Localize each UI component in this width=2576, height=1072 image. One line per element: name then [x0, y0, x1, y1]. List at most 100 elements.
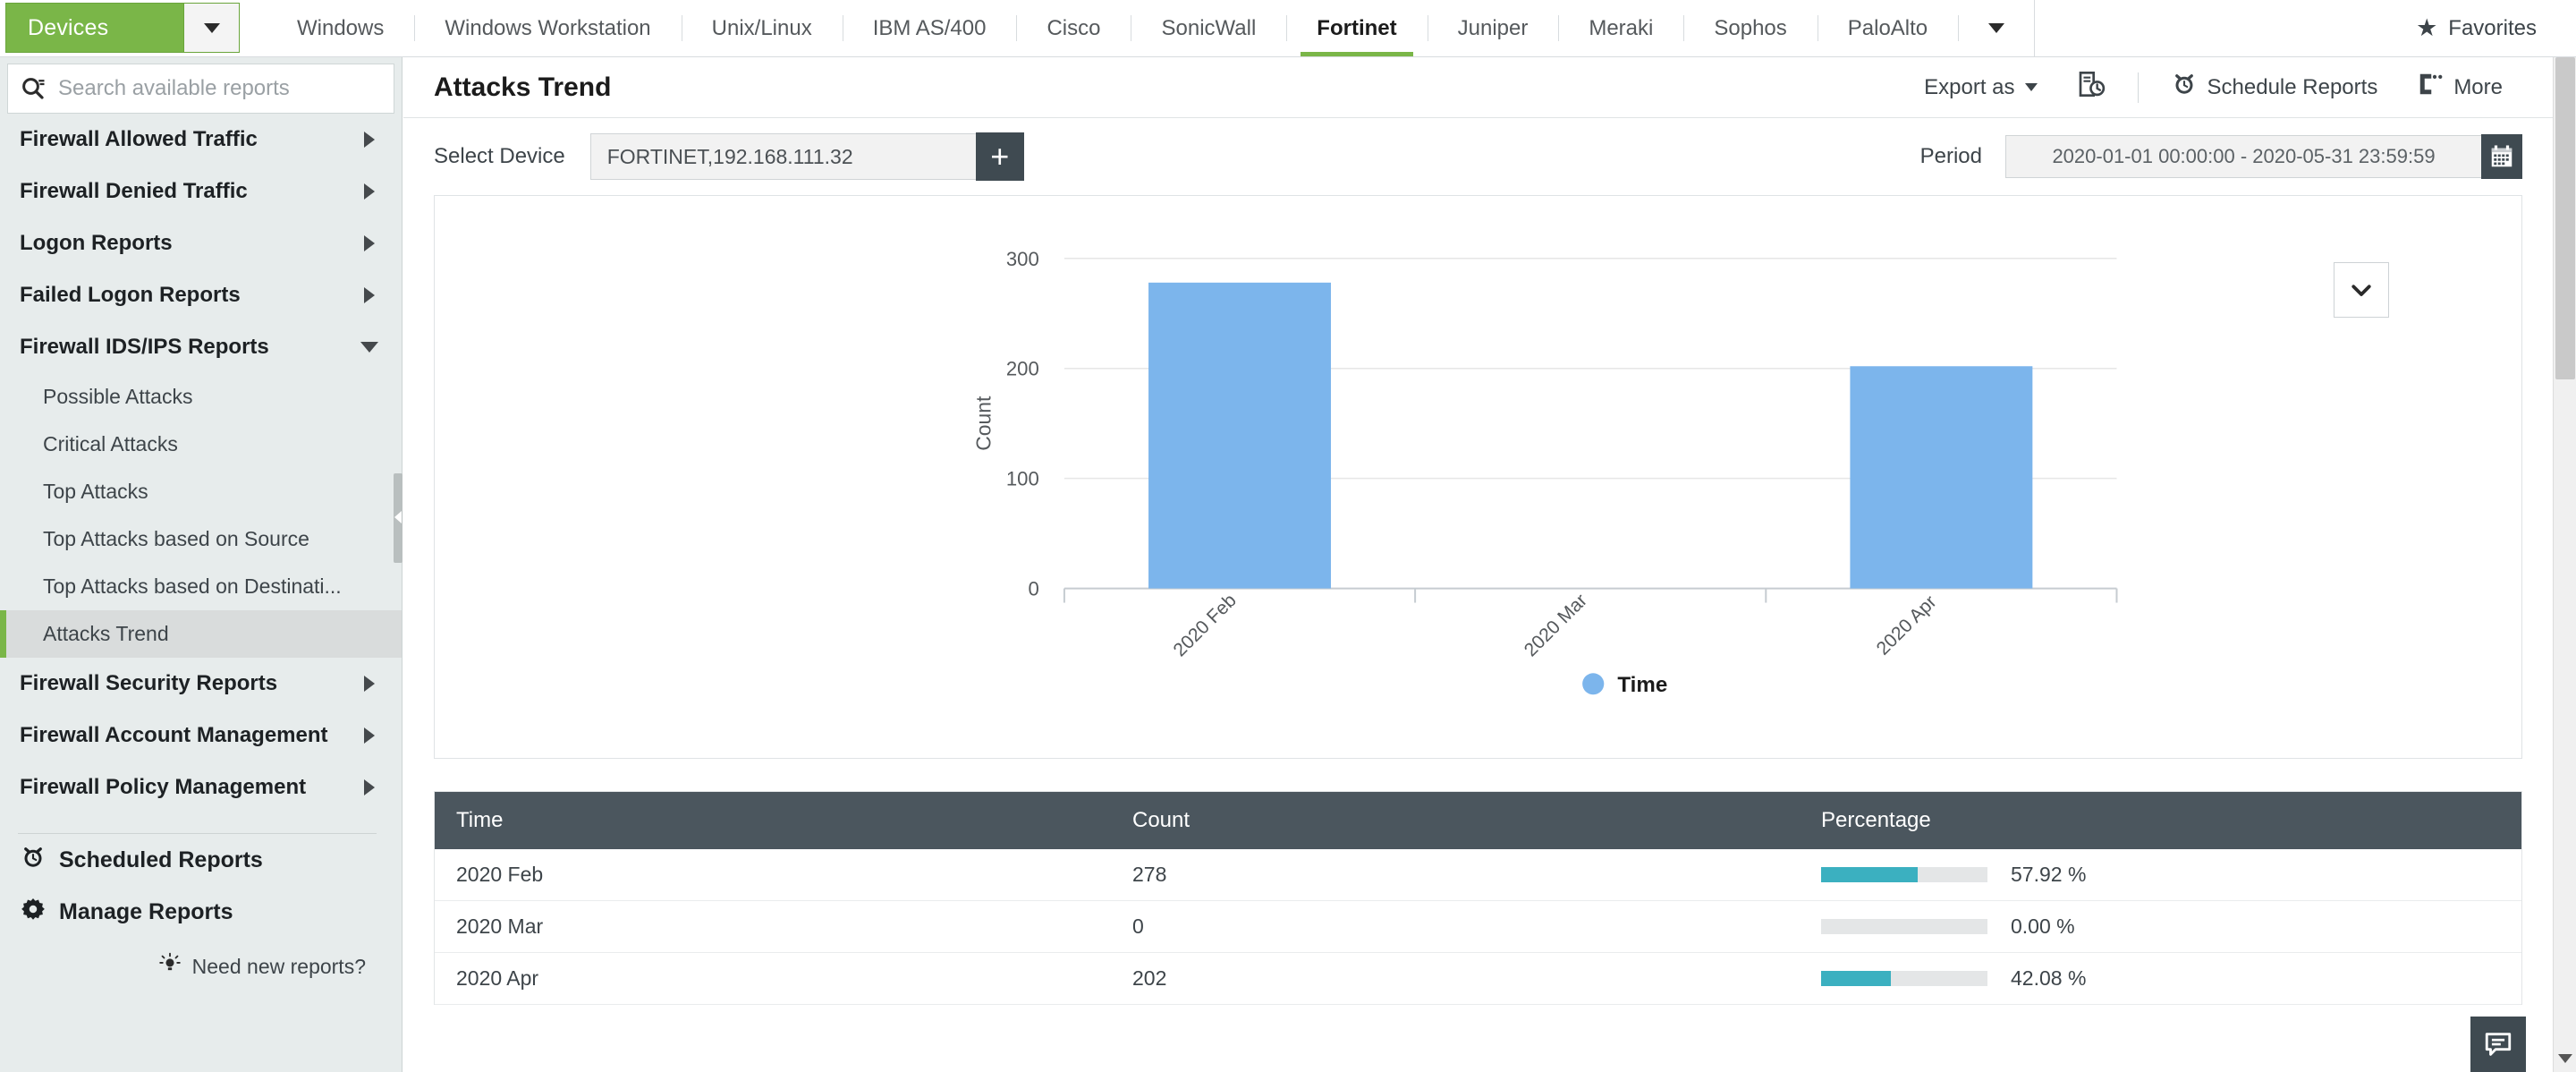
- sidebar-link-manage-reports[interactable]: Manage Reports: [0, 886, 402, 938]
- x-axis-tick: 2020 Feb: [1170, 591, 1241, 661]
- tab-cisco[interactable]: Cisco: [1016, 0, 1131, 56]
- chart-card: 0 100 200 300 Count 2020 Feb 2020 Mar 2020 Apr T…: [434, 195, 2522, 759]
- chart-bar[interactable]: [1148, 282, 1331, 589]
- tab-unix-linux[interactable]: Unix/Linux: [681, 0, 843, 56]
- cell-percentage: 57.92 %: [1821, 863, 2521, 887]
- sidebar-link-scheduled-reports[interactable]: Scheduled Reports: [0, 834, 402, 886]
- column-header-time[interactable]: Time: [456, 808, 504, 832]
- cell-percentage: 0.00 %: [1821, 915, 2521, 939]
- alarm-clock-icon: [2171, 71, 2198, 104]
- chart-menu-button[interactable]: [2334, 262, 2389, 318]
- period-value-field[interactable]: 2020-01-01 00:00:00 - 2020-05-31 23:59:5…: [2005, 135, 2482, 178]
- caret-down-icon[interactable]: [2554, 1045, 2576, 1072]
- tab-juniper[interactable]: Juniper: [1427, 0, 1559, 56]
- percentage-bar-fill: [1821, 867, 1918, 882]
- sidebar-item-top-attacks[interactable]: Top Attacks: [0, 468, 402, 515]
- tab-windows-workstation[interactable]: Windows Workstation: [414, 0, 681, 56]
- attacks-trend-table: Time Count Percentage 2020 Feb 278 57.92 %…: [434, 791, 2522, 1005]
- sidebar-item-label: Top Attacks based on Source: [43, 527, 309, 550]
- tab-fortinet[interactable]: Fortinet: [1286, 0, 1427, 56]
- nav-group-firewall-ids-ips-reports[interactable]: Firewall IDS/IPS Reports: [0, 321, 402, 373]
- nav-group-firewall-security-reports[interactable]: Firewall Security Reports: [0, 658, 402, 710]
- cell-count: 0: [1132, 915, 1144, 938]
- percentage-value: 0.00 %: [2011, 915, 2075, 938]
- x-axis-tick: 2020 Mar: [1521, 591, 1591, 661]
- tab-sophos[interactable]: Sophos: [1683, 0, 1817, 56]
- devices-dropdown-button[interactable]: Devices: [5, 3, 240, 53]
- percentage-value: 42.08 %: [2011, 966, 2087, 990]
- table-row[interactable]: 2020 Feb 278 57.92 %: [435, 849, 2521, 901]
- sidebar-item-top-attacks-based-on-source[interactable]: Top Attacks based on Source: [0, 515, 402, 563]
- plus-icon[interactable]: +: [975, 132, 1024, 181]
- more-label: More: [2453, 74, 2503, 99]
- tab-ibm-as-400[interactable]: IBM AS/400: [842, 0, 1017, 56]
- legend-marker: [1582, 673, 1605, 695]
- search-input[interactable]: [58, 76, 394, 101]
- sidebar-item-top-attacks-based-on-destinati-[interactable]: Top Attacks based on Destinati...: [0, 563, 402, 610]
- y-axis-tick: 300: [1006, 248, 1039, 270]
- schedule-reports-label: Schedule Reports: [2207, 74, 2378, 99]
- schedule-reports-button[interactable]: Schedule Reports: [2151, 71, 2398, 104]
- top-bar: Devices Windows Windows Workstation Unix/L…: [0, 0, 2576, 57]
- table-row[interactable]: 2020 Mar 0 0.00 %: [435, 901, 2521, 953]
- column-header-count[interactable]: Count: [1132, 808, 1191, 832]
- tab-sonicwall[interactable]: SonicWall: [1131, 0, 1286, 56]
- more-button[interactable]: More: [2397, 71, 2522, 104]
- tabs-overflow-button[interactable]: [1958, 0, 2036, 56]
- chevron-right-icon: [364, 183, 375, 200]
- chevron-down-icon: [1988, 23, 2005, 33]
- y-axis-title: Count: [971, 396, 995, 451]
- nav-group-logon-reports[interactable]: Logon Reports: [0, 217, 402, 269]
- tab-paloalto[interactable]: PaloAlto: [1817, 0, 1958, 56]
- page-header: Attacks Trend Export as: [403, 57, 2553, 118]
- attacks-trend-chart: 0 100 200 300 Count 2020 Feb 2020 Mar 2020 Apr T…: [971, 248, 2118, 697]
- page-scrollbar[interactable]: [2553, 57, 2576, 1072]
- sidebar-collapse-handle[interactable]: [394, 473, 402, 563]
- sidebar-item-attacks-trend[interactable]: Attacks Trend: [0, 610, 402, 658]
- nav-group-firewall-account-management[interactable]: Firewall Account Management: [0, 710, 402, 761]
- page-header-actions: Export as: [1904, 70, 2544, 105]
- more-panel-icon: [2417, 71, 2444, 104]
- tab-meraki[interactable]: Meraki: [1558, 0, 1683, 56]
- column-header-percentage[interactable]: Percentage: [1821, 808, 1931, 832]
- select-device-label: Select Device: [434, 144, 565, 168]
- search-box[interactable]: [7, 64, 394, 114]
- chevron-right-icon: [364, 287, 375, 303]
- percentage-bar: [1821, 867, 1987, 882]
- alarm-clock-icon: [20, 844, 47, 877]
- cell-percentage: 42.08 %: [1821, 966, 2521, 991]
- nav-group-label: Firewall IDS/IPS Reports: [20, 335, 269, 359]
- export-as-label: Export as: [1924, 74, 2015, 99]
- cell-time: 2020 Apr: [456, 966, 539, 990]
- scrollbar-thumb[interactable]: [2555, 57, 2575, 379]
- nav-group-failed-logon-reports[interactable]: Failed Logon Reports: [0, 269, 402, 321]
- table-row[interactable]: 2020 Apr 202 42.08 %: [435, 953, 2521, 1005]
- percentage-bar-fill: [1821, 971, 1892, 986]
- tab-windows[interactable]: Windows: [297, 15, 385, 40]
- devices-label: Devices: [28, 14, 109, 40]
- chat-bubble-icon[interactable]: [2470, 1017, 2526, 1072]
- export-as-button[interactable]: Export as: [1904, 75, 2056, 100]
- legend-label[interactable]: Time: [1617, 673, 1667, 697]
- sidebar-item-label: Top Attacks: [43, 480, 148, 503]
- chevron-down-icon[interactable]: [183, 4, 239, 52]
- cell-time: 2020 Feb: [456, 863, 544, 886]
- favorites-button[interactable]: ★ Favorites: [2416, 0, 2576, 56]
- export-schedule-button[interactable]: [2057, 70, 2125, 105]
- lightbulb-icon: [158, 952, 182, 981]
- nav-group-firewall-allowed-traffic[interactable]: Firewall Allowed Traffic: [0, 114, 402, 166]
- cell-count: 202: [1132, 966, 1167, 990]
- chart-bar[interactable]: [1850, 366, 2033, 589]
- nav-group-firewall-denied-traffic[interactable]: Firewall Denied Traffic: [0, 166, 402, 217]
- cell-count: 278: [1132, 863, 1167, 886]
- need-new-reports-label: Need new reports?: [191, 954, 366, 978]
- report-navigation: Firewall Allowed Traffic Firewall Denied …: [0, 114, 402, 813]
- device-select-field[interactable]: FORTINET,192.168.111.32: [589, 133, 977, 180]
- table-header-row: Time Count Percentage: [435, 792, 2521, 849]
- sidebar-item-possible-attacks[interactable]: Possible Attacks: [0, 373, 402, 421]
- nav-group-firewall-policy-management[interactable]: Firewall Policy Management: [0, 761, 402, 813]
- sidebar-item-critical-attacks[interactable]: Critical Attacks: [0, 421, 402, 468]
- filters-bar: Select Device FORTINET,192.168.111.32 + …: [403, 118, 2553, 195]
- calendar-icon[interactable]: [2481, 134, 2522, 179]
- need-new-reports-link[interactable]: Need new reports?: [0, 938, 402, 981]
